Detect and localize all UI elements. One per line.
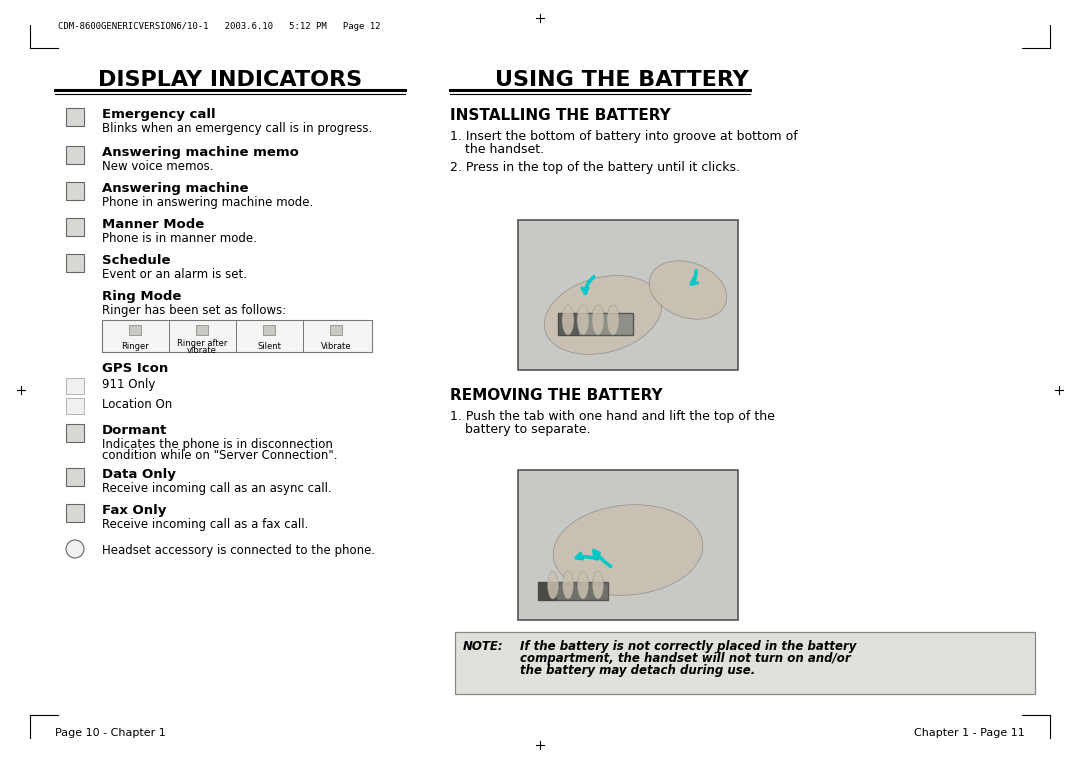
Text: INSTALLING THE BATTERY: INSTALLING THE BATTERY [450, 108, 671, 123]
Bar [66, 504, 84, 522]
Bar [66, 424, 84, 442]
Ellipse shape [553, 504, 703, 595]
Text: 911 Only: 911 Only [102, 378, 156, 391]
Bar [129, 325, 141, 335]
Ellipse shape [649, 261, 727, 319]
Text: Receive incoming call as an async call.: Receive incoming call as an async call. [102, 482, 332, 495]
Text: Silent: Silent [257, 342, 281, 351]
Text: Phone in answering machine mode.: Phone in answering machine mode. [102, 196, 313, 209]
Text: Page 10 - Chapter 1: Page 10 - Chapter 1 [55, 728, 165, 738]
Text: Blinks when an emergency call is in progress.: Blinks when an emergency call is in prog… [102, 122, 373, 135]
Text: Phone is in manner mode.: Phone is in manner mode. [102, 232, 257, 245]
Text: Chapter 1 - Page 11: Chapter 1 - Page 11 [915, 728, 1025, 738]
Text: USING THE BATTERY: USING THE BATTERY [495, 70, 748, 90]
Text: the handset.: the handset. [465, 143, 544, 156]
Text: Location On: Location On [102, 398, 172, 411]
Text: Ring Mode: Ring Mode [102, 290, 181, 303]
Bar [66, 218, 84, 236]
Bar [66, 108, 84, 126]
Ellipse shape [592, 305, 604, 335]
Text: Dormant: Dormant [102, 424, 167, 437]
Ellipse shape [548, 571, 558, 599]
Bar [66, 378, 84, 394]
Text: Indicates the phone is in disconnection: Indicates the phone is in disconnection [102, 438, 333, 451]
Bar [66, 146, 84, 164]
Bar [66, 182, 84, 200]
Text: 1. Push the tab with one hand and lift the top of the: 1. Push the tab with one hand and lift t… [450, 410, 774, 423]
Bar [518, 470, 738, 620]
Text: Fax Only: Fax Only [102, 504, 166, 517]
Text: condition while on "Server Connection".: condition while on "Server Connection". [102, 449, 337, 462]
Text: Headset accessory is connected to the phone.: Headset accessory is connected to the ph… [102, 544, 375, 557]
Text: Vibrate: Vibrate [321, 342, 351, 351]
Ellipse shape [544, 275, 662, 354]
Text: If the battery is not correctly placed in the battery: If the battery is not correctly placed i… [519, 640, 856, 653]
Text: GPS Icon: GPS Icon [102, 362, 168, 375]
Ellipse shape [577, 305, 589, 335]
Ellipse shape [563, 571, 573, 599]
Text: Ringer has been set as follows:: Ringer has been set as follows: [102, 304, 286, 317]
Bar [455, 632, 1035, 694]
Bar [66, 468, 84, 486]
Ellipse shape [562, 305, 573, 335]
Bar [330, 325, 342, 335]
Text: Answering machine: Answering machine [102, 182, 248, 195]
Text: 1. Insert the bottom of battery into groove at bottom of: 1. Insert the bottom of battery into gro… [450, 130, 798, 143]
Bar [518, 220, 738, 370]
Bar [102, 320, 372, 352]
Text: Emergency call: Emergency call [102, 108, 216, 121]
Text: Data Only: Data Only [102, 468, 176, 481]
Bar [538, 582, 556, 600]
Text: battery to separate.: battery to separate. [465, 423, 591, 436]
Bar [66, 254, 84, 272]
Text: 2. Press in the top of the battery until it clicks.: 2. Press in the top of the battery until… [450, 161, 740, 174]
Bar [558, 313, 578, 335]
Text: DISPLAY INDICATORS: DISPLAY INDICATORS [98, 70, 362, 90]
Bar [264, 325, 275, 335]
Text: New voice memos.: New voice memos. [102, 160, 214, 173]
Ellipse shape [593, 571, 604, 599]
Text: compartment, the handset will not turn on and/or: compartment, the handset will not turn o… [519, 652, 851, 665]
Bar [558, 313, 633, 335]
Text: Manner Mode: Manner Mode [102, 218, 204, 231]
Circle shape [66, 540, 84, 558]
Text: CDM-8600GENERICVERSION6/10-1   2003.6.10   5:12 PM   Page 12: CDM-8600GENERICVERSION6/10-1 2003.6.10 5… [58, 22, 380, 31]
Bar [195, 325, 208, 335]
Text: Receive incoming call as a fax call.: Receive incoming call as a fax call. [102, 518, 309, 531]
Text: vibrate: vibrate [187, 346, 217, 355]
Text: Schedule: Schedule [102, 254, 171, 267]
Text: Ringer: Ringer [121, 342, 149, 351]
Text: Event or an alarm is set.: Event or an alarm is set. [102, 268, 247, 281]
Ellipse shape [607, 305, 619, 335]
Text: REMOVING THE BATTERY: REMOVING THE BATTERY [450, 388, 663, 403]
Bar [66, 398, 84, 414]
Text: the battery may detach during use.: the battery may detach during use. [519, 664, 755, 677]
Text: Answering machine memo: Answering machine memo [102, 146, 299, 159]
Text: Ringer after: Ringer after [177, 339, 227, 348]
Bar [538, 582, 608, 600]
Ellipse shape [578, 571, 589, 599]
Text: NOTE:: NOTE: [463, 640, 503, 653]
